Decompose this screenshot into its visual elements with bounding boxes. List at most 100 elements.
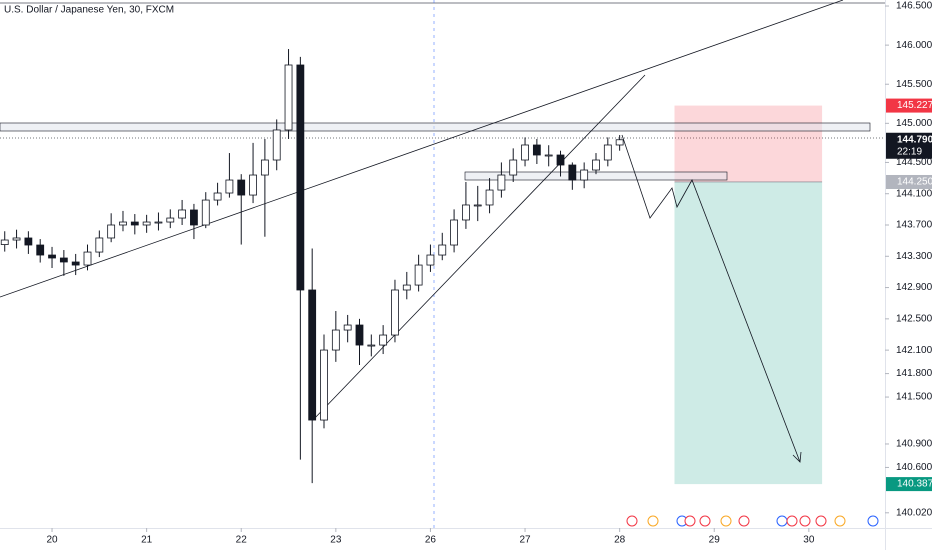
candle-body xyxy=(12,237,21,241)
candle-body xyxy=(225,179,234,194)
candle-body xyxy=(166,217,175,223)
candle-body xyxy=(438,244,447,256)
candle-body xyxy=(130,221,139,226)
candle-body xyxy=(296,64,305,291)
x-tick-label: 26 xyxy=(425,535,437,546)
candle-body xyxy=(237,179,246,196)
candle-body xyxy=(615,139,624,146)
candle-body xyxy=(107,224,116,239)
y-tick-label: 142.900 xyxy=(896,282,932,293)
trend-line xyxy=(312,74,646,421)
arrow-head xyxy=(792,451,802,463)
candle-body xyxy=(462,204,470,221)
candle-body xyxy=(497,174,506,191)
y-tick-label: 146.500 xyxy=(896,1,932,12)
event-icon xyxy=(815,515,827,527)
candle-body xyxy=(556,154,565,166)
candle-body xyxy=(190,209,198,226)
projection-path xyxy=(621,134,801,463)
candle-body xyxy=(580,169,589,181)
y-tick-label: 144.100 xyxy=(896,188,932,199)
candle-body xyxy=(379,334,388,346)
x-tick-label: 29 xyxy=(709,535,721,546)
entry-label: 144.250 xyxy=(897,177,932,188)
candle-body xyxy=(95,237,104,253)
candle-body xyxy=(142,221,151,226)
event-icon xyxy=(684,515,696,527)
event-icon xyxy=(786,515,798,527)
target-label-box xyxy=(886,477,932,492)
candle-body xyxy=(544,154,553,157)
candle-body xyxy=(603,144,612,161)
x-tick-label: 27 xyxy=(519,535,531,546)
event-icon xyxy=(834,515,846,527)
y-tick-label: 145.000 xyxy=(896,118,932,129)
chart-title: U.S. Dollar / Japanese Yen, 30, FXCM xyxy=(4,5,174,16)
target-label: 140.387 xyxy=(897,479,932,490)
candle-body xyxy=(284,64,293,131)
candle-body xyxy=(568,164,577,181)
candle-body xyxy=(532,144,541,156)
candle-body xyxy=(249,174,257,196)
candle-body xyxy=(272,129,281,161)
y-tick-label: 146.000 xyxy=(896,40,932,51)
candle-body xyxy=(320,349,328,421)
x-tick-label: 21 xyxy=(141,535,153,546)
x-tick-label: 20 xyxy=(46,535,58,546)
y-tick-label: 145.500 xyxy=(896,79,932,90)
zone-box xyxy=(0,122,871,132)
stop-label: 145.227 xyxy=(897,100,932,111)
target-zone xyxy=(674,181,823,485)
candle-body xyxy=(260,159,269,176)
candle-body xyxy=(414,264,423,286)
y-tick-label: 142.100 xyxy=(896,345,932,356)
candle-body xyxy=(24,237,33,246)
candle-body xyxy=(592,159,600,171)
y-tick-label: 142.500 xyxy=(896,313,932,324)
event-icons xyxy=(626,515,879,527)
trend-line xyxy=(0,0,844,298)
event-icon xyxy=(647,515,659,527)
candle-body xyxy=(71,261,80,266)
candle-body xyxy=(48,254,56,259)
last-price-box xyxy=(886,132,932,159)
candle-body xyxy=(59,257,68,263)
event-icon xyxy=(776,515,788,527)
event-icon xyxy=(738,515,750,527)
event-icon xyxy=(720,515,732,527)
y-tick-label: 141.500 xyxy=(896,392,932,403)
candle-body xyxy=(83,251,92,266)
candle-body xyxy=(343,324,352,331)
stop-zone xyxy=(674,105,823,182)
candle-body xyxy=(178,209,187,219)
event-icon xyxy=(799,515,811,527)
candle-body xyxy=(473,204,482,207)
candle-body xyxy=(391,289,399,336)
y-tick-label: 141.800 xyxy=(896,368,932,379)
last-price-label: 144.790 xyxy=(897,134,932,145)
y-tick-label: 140.020 xyxy=(896,507,932,518)
candle-body xyxy=(509,159,518,176)
y-tick-label: 140.600 xyxy=(896,462,932,473)
stop-label-box xyxy=(886,98,932,113)
candle-body xyxy=(154,221,163,224)
candle-body xyxy=(0,239,9,245)
candle-body xyxy=(367,344,376,347)
position-tool xyxy=(674,105,823,485)
x-tick-label: 23 xyxy=(330,535,342,546)
candle-body xyxy=(119,221,127,226)
candle-body xyxy=(213,192,222,201)
y-tick-label: 143.700 xyxy=(896,220,932,231)
candle-body xyxy=(355,324,364,346)
entry-label-box xyxy=(886,174,932,189)
x-tick-label: 22 xyxy=(236,535,248,546)
candle-body xyxy=(308,289,317,421)
candle-body xyxy=(450,219,458,246)
candle-body xyxy=(331,329,340,351)
candle-body xyxy=(36,244,45,256)
x-tick-label: 28 xyxy=(614,535,626,546)
candle-body xyxy=(402,284,411,291)
x-tick-label: 30 xyxy=(803,535,815,546)
